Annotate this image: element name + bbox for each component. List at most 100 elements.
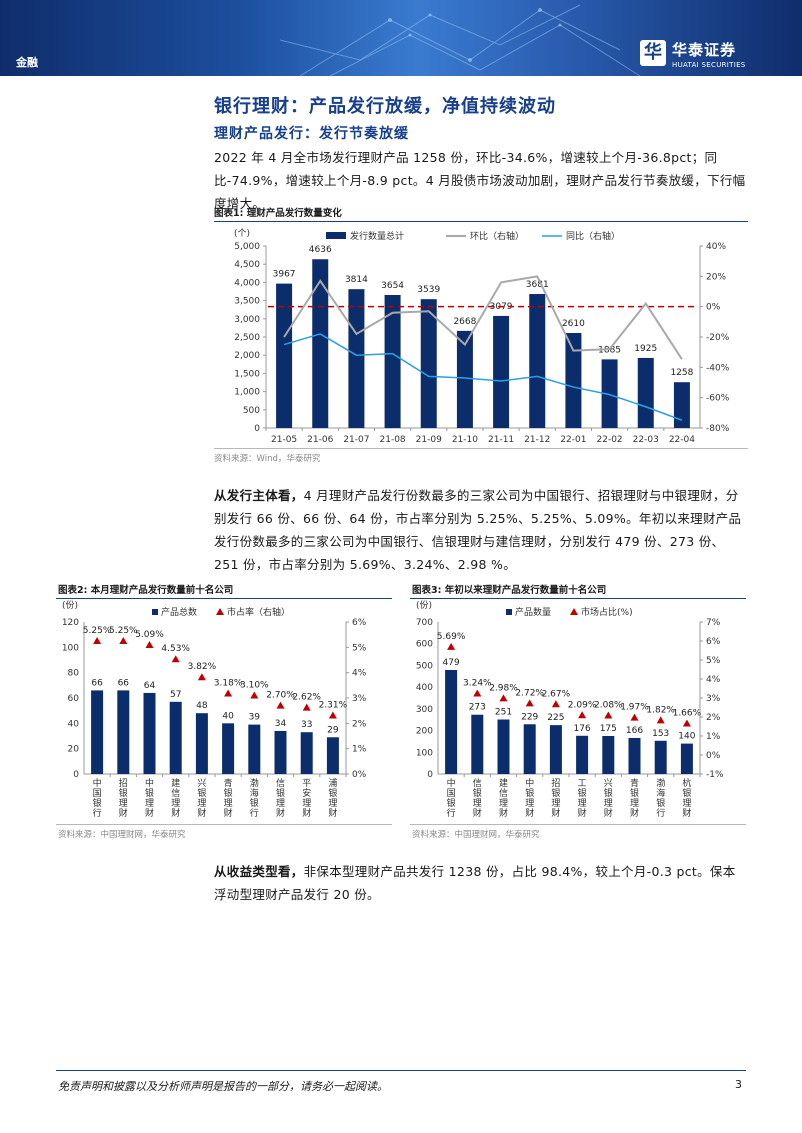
data-label: 3654: [381, 281, 404, 291]
share-marker: [473, 689, 482, 697]
y-tick-label: 2,000: [234, 351, 260, 361]
data-label: 66: [91, 678, 103, 688]
figure1-bottom-rule: [214, 448, 748, 449]
data-label: 3539: [417, 285, 440, 295]
x-tick-label: 21-09: [416, 435, 442, 445]
data-label: 229: [521, 712, 538, 722]
bar: [673, 382, 690, 428]
y-tick-label: 300: [416, 705, 433, 715]
bar: [143, 692, 156, 774]
y2-tick-label: 7%: [706, 618, 721, 628]
share-marker: [656, 716, 665, 724]
share-label: 5.25%: [109, 626, 138, 636]
bar: [497, 719, 510, 774]
y-axis-unit: (个): [234, 228, 250, 239]
y-tick-label: 500: [416, 661, 433, 671]
report-header: 金融 华 华泰证券 HUATAI SECURITIES: [0, 0, 802, 76]
data-label: 33: [301, 720, 312, 730]
paragraph-issuance: 2022 年 4 月全市场发行理财产品 1258 份，环比-34.6%，增速较上…: [214, 150, 746, 211]
bar: [222, 723, 235, 774]
data-label: 251: [495, 707, 512, 717]
x-tick-label: 青银理财: [224, 777, 233, 819]
y2-tick-label: -60%: [706, 394, 730, 404]
legend-swatch-marker: [570, 608, 578, 615]
logo-english-name: HUATAI SECURITIES: [672, 61, 746, 69]
data-label: 273: [469, 703, 486, 713]
figure1-top-rule: [214, 221, 748, 222]
y2-tick-label: 0%: [706, 751, 721, 761]
x-tick-label: 21-11: [488, 435, 514, 445]
figure2-top-rule: [56, 598, 392, 599]
y2-tick-label: 4%: [352, 669, 367, 679]
section-subtitle: 理财产品发行：发行节奏放缓: [214, 126, 409, 142]
x-tick-label: 招银理财: [551, 777, 560, 819]
x-tick-label: 青银理财: [630, 777, 639, 819]
data-label: 66: [118, 678, 130, 688]
legend-swatch-marker: [216, 608, 224, 615]
y-tick-label: 120: [62, 618, 79, 628]
y2-tick-label: 3%: [706, 694, 721, 704]
data-label: 48: [196, 701, 208, 711]
bar: [195, 713, 208, 774]
share-marker: [224, 689, 233, 697]
y2-tick-label: -80%: [706, 424, 730, 434]
legend-label-mom: 环比（右轴）: [470, 230, 524, 242]
y-tick-label: 60: [68, 694, 80, 704]
bar: [117, 690, 130, 774]
y-tick-label: 100: [62, 643, 79, 653]
share-marker: [250, 691, 259, 699]
y-tick-label: 5,000: [234, 242, 260, 252]
y2-tick-label: 5%: [352, 643, 367, 653]
figure1-source: 资料来源：Wind，华泰研究: [214, 454, 321, 464]
bar: [248, 724, 261, 774]
share-marker: [630, 713, 639, 721]
x-tick-label: 信银理财: [473, 777, 482, 819]
share-marker: [145, 641, 154, 649]
bar: [601, 359, 618, 428]
y2-tick-label: 20%: [706, 272, 726, 282]
y-tick-label: 200: [416, 727, 433, 737]
share-label: 1.97%: [620, 703, 649, 713]
legend-label-count: 发行数量总计: [350, 230, 404, 242]
share-marker: [551, 700, 560, 708]
x-tick-label: 21-12: [524, 435, 550, 445]
y-tick-label: 4,000: [234, 278, 260, 288]
x-tick-label: 杭银理财: [682, 777, 691, 819]
paragraph-issuers: 从发行主体看，4 月理财产品发行份数最多的三家公司为中国银行、招银理财与中银理财…: [214, 484, 748, 576]
data-label: 2668: [453, 317, 476, 327]
bar: [529, 294, 546, 428]
share-label: 2.70%: [266, 691, 295, 701]
x-tick-label: 工银理财: [578, 779, 587, 819]
share-marker: [525, 699, 534, 707]
share-label: 2.08%: [594, 700, 623, 710]
y2-tick-label: 5%: [706, 656, 721, 666]
figure3-top-rule: [410, 598, 746, 599]
share-label: 3.10%: [240, 680, 269, 690]
y-tick-label: 2,500: [234, 333, 260, 343]
data-label: 1885: [598, 345, 621, 355]
header-decoration: [279, 4, 641, 76]
x-tick-label: 21-10: [452, 435, 478, 445]
bar: [276, 283, 293, 428]
section-label: 金融: [16, 56, 38, 69]
y2-tick-label: 40%: [706, 242, 726, 252]
bar: [300, 732, 313, 774]
share-marker: [578, 711, 587, 719]
data-label: 153: [652, 729, 669, 739]
y2-tick-label: 2%: [706, 713, 721, 723]
data-label: 2610: [562, 319, 585, 329]
y-axis-unit: (份): [62, 600, 78, 611]
figure2-bottom-rule: [56, 824, 392, 825]
legend-swatch-count: [326, 232, 346, 239]
page-number: 3: [735, 1078, 742, 1091]
share-label: 2.31%: [319, 700, 348, 710]
figure2-title: 图表2: 本月理财产品发行数量前十名公司: [58, 585, 234, 596]
bar: [602, 736, 615, 774]
share-label: 3.18%: [214, 678, 243, 688]
paragraph-return-type: 从收益类型看，非保本型理财产品共发行 1238 份，占比 98.4%，较上个月-…: [214, 860, 748, 906]
share-marker: [499, 694, 508, 702]
data-label: 176: [574, 724, 591, 734]
share-marker: [682, 719, 691, 727]
footer-disclaimer: 免责声明和披露以及分析师声明是报告的一部分，请务必一起阅读。: [58, 1080, 388, 1093]
y2-tick-label: 6%: [352, 618, 367, 628]
